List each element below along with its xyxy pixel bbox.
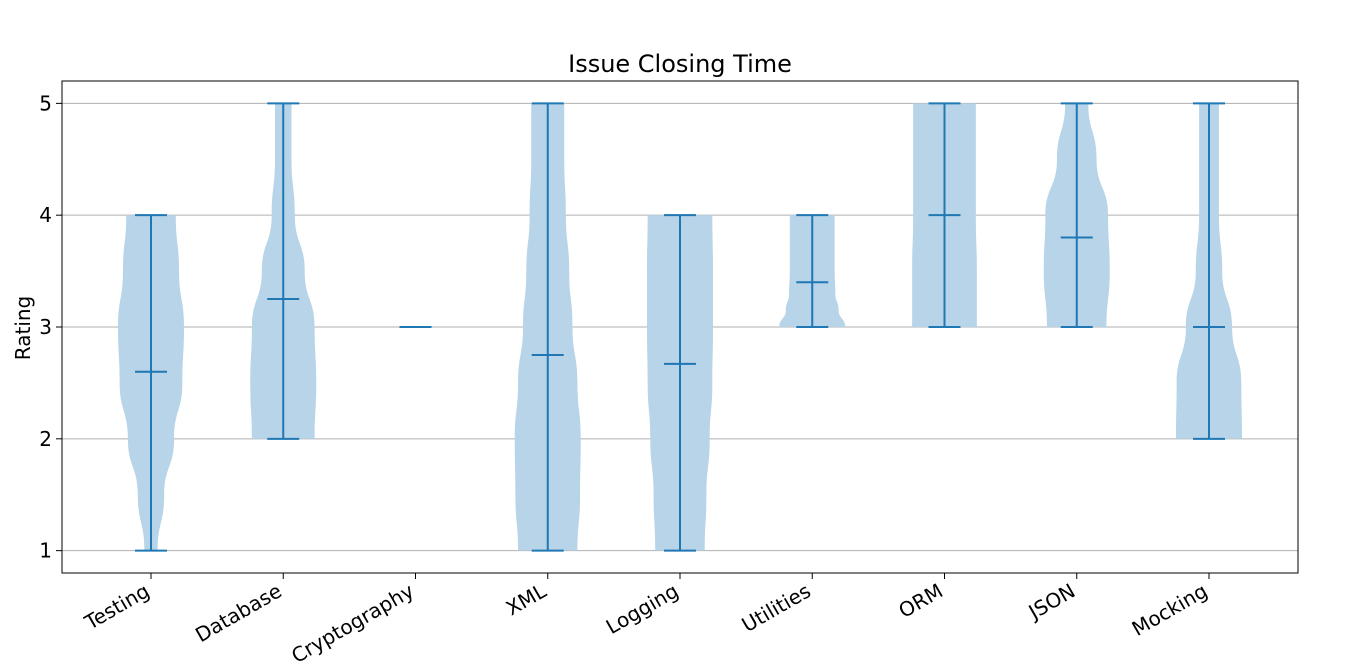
x-tick-label: Testing [80, 579, 154, 635]
violin-json [1043, 102, 1110, 328]
x-tick-label: Utilities [738, 579, 815, 637]
violin-testing [118, 214, 184, 552]
violin-utilities [779, 214, 846, 328]
x-tick-label: Database [191, 579, 286, 648]
y-tick-label: 5 [39, 91, 52, 115]
x-tick-label: Mocking [1128, 579, 1212, 641]
y-tick-label: 4 [39, 203, 52, 227]
y-tick-label: 3 [39, 315, 52, 339]
x-axis-ticks: Testing Database Cryptography XML Logging Uti… [80, 573, 1212, 668]
chart-title: Issue Closing Time [568, 50, 792, 78]
violin-xml [514, 102, 581, 552]
x-tick-label: ORM [894, 579, 947, 623]
violin-mocking [1176, 102, 1242, 440]
x-tick-label: JSON [1023, 579, 1079, 625]
y-tick-label: 2 [39, 427, 52, 451]
violin-orm [912, 102, 977, 328]
x-tick-label: Cryptography [287, 578, 418, 667]
x-tick-label: Logging [602, 579, 683, 639]
y-tick-label: 1 [39, 539, 52, 563]
violin-database [250, 102, 317, 440]
y-axis-label: Rating [11, 296, 35, 360]
violin-logging [647, 214, 713, 552]
x-tick-label: XML [502, 578, 551, 620]
y-axis-ticks: 1 2 3 4 5 [39, 91, 62, 563]
violins [118, 102, 1242, 552]
